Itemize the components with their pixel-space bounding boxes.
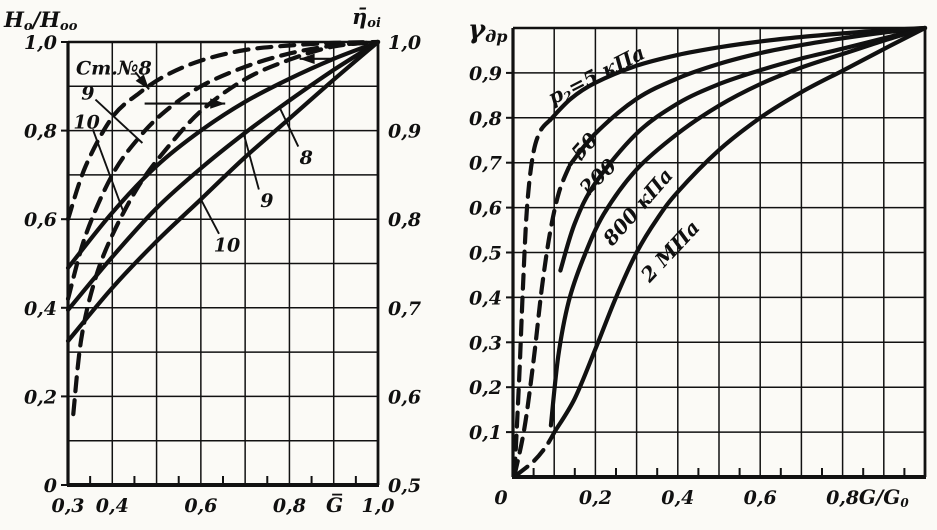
curves	[512, 25, 928, 478]
y-left-tick-label: 0,4	[469, 287, 502, 309]
left-chart-heat-drop-efficiency: 0 0,2 0,4 0,6 0,8 1,0 0,5 0,6 0,7 0,8 0,9 1,0 0,3 0,4…	[0, 0, 460, 530]
label-solid-9: 9	[260, 190, 273, 212]
curve-branch-50kpa-dashed	[512, 162, 572, 477]
axis-ticks	[61, 41, 357, 486]
curve-h-stage-9	[65, 39, 381, 313]
curve-eta-stage-8	[65, 39, 381, 222]
x-axis-title: G/G0	[859, 485, 909, 510]
curve-h-stage-10	[65, 39, 381, 344]
curve-curve-5kpa	[548, 25, 928, 123]
y-left-tick-label: 0,7	[469, 153, 502, 175]
curve-curve-800kpa	[548, 25, 928, 428]
x-tick-label: 0,8	[273, 495, 306, 517]
x-tick-label: 0,2	[579, 487, 612, 509]
stage-heat-drop-and-efficiency-svg: 00,20,40,60,81,00,50,60,70,80,91,00,3 0,4…	[3, 4, 421, 517]
axis-direction-arrowhead	[210, 98, 226, 109]
curve-curve-2mpa	[552, 25, 928, 434]
curve-curve-50kpa	[567, 25, 928, 167]
x-tick-label: 0	[494, 487, 507, 509]
leader-line	[94, 98, 144, 144]
y-left-tick-label: 0,8	[469, 108, 502, 130]
y-right-tick-label: 0,8	[388, 209, 421, 231]
x-tick-label: 0,8	[826, 487, 859, 509]
x-tick-label: 0,4	[661, 487, 694, 509]
y-left-axis-title: Ho/Hoo	[3, 7, 78, 34]
curve-eta-stage-9	[65, 39, 381, 301]
x-tick-label: 0,3	[51, 495, 84, 517]
x-tick-label: 0,6	[744, 487, 777, 509]
y-left-axis-title: γдр	[468, 15, 507, 46]
leader-line	[576, 153, 583, 162]
x-tick-label: 0,4	[96, 495, 129, 517]
label-2mpa: 2 МПа	[635, 216, 704, 288]
tick-labels: 0,1 0,2 0,3 0,4 0,5 0,6 0,7 0,8 0,9 0 0,2 0,4 0,6 0,8	[469, 63, 859, 509]
y-right-axis-title: η̄oi	[352, 4, 381, 31]
y-left-tick-label: 1,0	[24, 32, 57, 54]
y-left-tick-label: 0,2	[469, 377, 502, 399]
y-left-tick-label: 0,5	[469, 243, 502, 265]
y-left-tick-label: 0,4	[24, 298, 57, 320]
label-solid-10: 10	[214, 234, 240, 256]
axis-direction-arrowhead	[299, 53, 315, 65]
y-left-tick-label: 0	[44, 475, 57, 497]
curve-branch-5kpa-dashed	[512, 117, 553, 475]
y-left-tick-label: 0,9	[469, 63, 502, 85]
y-left-tick-label: 0,6	[469, 198, 502, 220]
label-dashed-9: 9	[81, 83, 94, 105]
x-tick-label: 1,0	[361, 495, 394, 517]
label-solid-8: 8	[299, 147, 313, 169]
annotations: Ст.№8 9 10 8 9 10	[73, 53, 333, 256]
curves	[65, 39, 381, 417]
y-right-tick-label: 0,9	[388, 121, 421, 143]
tick-labels: 00,20,40,60,81,00,50,60,70,80,91,00,3 0,4…	[24, 32, 421, 517]
curve-curve-200kpa	[558, 25, 928, 273]
y-right-tick-label: 0,5	[388, 475, 421, 497]
y-right-tick-label: 0,6	[388, 386, 421, 408]
grid	[68, 42, 378, 485]
y-left-tick-label: 0,2	[24, 386, 57, 408]
y-left-tick-label: 0,3	[469, 332, 502, 354]
y-right-tick-label: 1,0	[388, 32, 421, 54]
x-axis-title: G̅	[326, 492, 343, 517]
curve-branch-lower-dashed	[514, 429, 558, 478]
label-st8: Ст.№8	[76, 57, 152, 79]
y-left-tick-label: 0,1	[469, 422, 502, 444]
y-left-tick-label: 0,8	[24, 121, 57, 143]
gamma-throttle-vs-flow-svg: 0,1 0,2 0,3 0,4 0,5 0,6 0,7 0,8 0,9 0 0,2 0,4 0,6 0,8…	[468, 15, 928, 510]
curve-eta-stage-10	[71, 39, 381, 417]
leader-line	[584, 186, 592, 196]
leader-line	[242, 133, 260, 190]
y-left-tick-label: 0,6	[24, 209, 57, 231]
label-dashed-10: 10	[73, 112, 99, 134]
right-chart-gamma-throttle: 0,1 0,2 0,3 0,4 0,5 0,6 0,7 0,8 0,9 0 0,2 0,4 0,6 0,8…	[460, 0, 937, 530]
y-right-tick-label: 0,7	[388, 298, 421, 320]
x-tick-label: 0,6	[184, 495, 217, 517]
axis-ticks	[506, 71, 906, 477]
leader-line	[199, 197, 220, 235]
leader-line	[91, 128, 125, 212]
leader-line	[277, 105, 300, 147]
curve-h-stage-8	[65, 39, 381, 270]
leader-arrowhead	[135, 74, 150, 90]
